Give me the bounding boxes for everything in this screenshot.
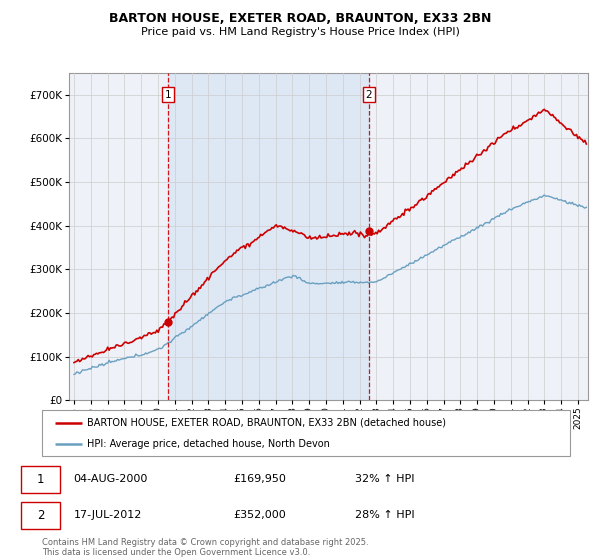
Text: BARTON HOUSE, EXETER ROAD, BRAUNTON, EX33 2BN (detached house): BARTON HOUSE, EXETER ROAD, BRAUNTON, EX3…: [87, 418, 446, 428]
Text: 1: 1: [164, 90, 171, 100]
Text: 2: 2: [365, 90, 372, 100]
Text: HPI: Average price, detached house, North Devon: HPI: Average price, detached house, Nort…: [87, 439, 330, 449]
Text: £352,000: £352,000: [234, 510, 287, 520]
Text: Price paid vs. HM Land Registry's House Price Index (HPI): Price paid vs. HM Land Registry's House …: [140, 27, 460, 37]
Text: 04-AUG-2000: 04-AUG-2000: [74, 474, 148, 484]
Text: 32% ↑ HPI: 32% ↑ HPI: [355, 474, 415, 484]
Bar: [168, 73, 368, 400]
Text: 28% ↑ HPI: 28% ↑ HPI: [355, 510, 415, 520]
FancyBboxPatch shape: [21, 502, 60, 529]
FancyBboxPatch shape: [21, 466, 60, 493]
Text: 1: 1: [37, 473, 44, 486]
Text: BARTON HOUSE, EXETER ROAD, BRAUNTON, EX33 2BN: BARTON HOUSE, EXETER ROAD, BRAUNTON, EX3…: [109, 12, 491, 25]
Text: Contains HM Land Registry data © Crown copyright and database right 2025.
This d: Contains HM Land Registry data © Crown c…: [42, 538, 368, 557]
FancyBboxPatch shape: [42, 410, 570, 456]
Text: £169,950: £169,950: [234, 474, 287, 484]
Text: 17-JUL-2012: 17-JUL-2012: [74, 510, 142, 520]
Text: 2: 2: [37, 508, 44, 522]
